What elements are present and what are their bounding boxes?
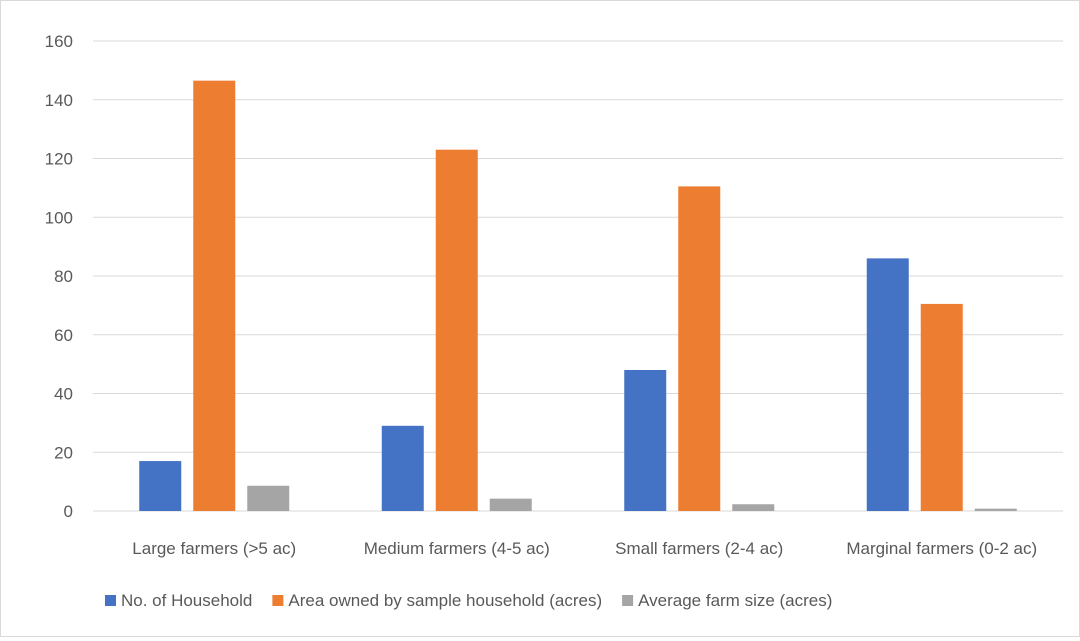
category-label: Medium farmers (4-5 ac) (364, 539, 550, 558)
bar-3-4 (974, 508, 1017, 511)
legend-label-2: Area owned by sample household (acres) (288, 591, 602, 610)
gridlines (93, 40, 1063, 512)
bar-2-3 (678, 186, 721, 511)
y-tick-label: 60 (54, 326, 73, 345)
y-tick-label: 40 (54, 385, 73, 404)
y-tick-label: 100 (45, 208, 73, 227)
y-tick-label: 0 (64, 502, 73, 521)
y-tick-label: 20 (54, 443, 73, 462)
legend-swatch-1 (105, 595, 116, 606)
bar-3-3 (732, 504, 775, 511)
category-label: Large farmers (>5 ac) (132, 539, 296, 558)
category-label: Small farmers (2-4 ac) (615, 539, 783, 558)
bars (139, 80, 1017, 511)
y-tick-label: 120 (45, 150, 73, 169)
bar-1-4 (866, 258, 909, 511)
y-tick-label: 80 (54, 267, 73, 286)
bar-3-1 (247, 485, 290, 511)
bar-1-1 (139, 461, 182, 511)
bar-2-4 (920, 303, 963, 511)
bar-1-2 (381, 425, 424, 511)
bar-3-2 (489, 498, 532, 511)
legend-swatch-2 (272, 595, 284, 606)
y-axis-tick-labels: 0 20 40 60 80 100 120 140 160 (45, 32, 73, 521)
legend-swatch-3 (622, 595, 634, 606)
legend-label-1: No. of Household (121, 591, 252, 610)
y-tick-label: 140 (45, 91, 73, 110)
y-tick-label: 160 (45, 32, 73, 51)
category-label: Marginal farmers (0-2 ac) (846, 539, 1037, 558)
bar-1-3 (624, 370, 667, 511)
x-axis-category-labels: Large farmers (>5 ac) Medium farmers (4-5… (132, 539, 1037, 558)
bar-2-1 (193, 80, 236, 511)
bar-2-2 (435, 149, 478, 511)
legend-label-3: Average farm size (acres) (638, 591, 832, 610)
legend: No. of Household Area owned by sample hou… (105, 591, 832, 610)
